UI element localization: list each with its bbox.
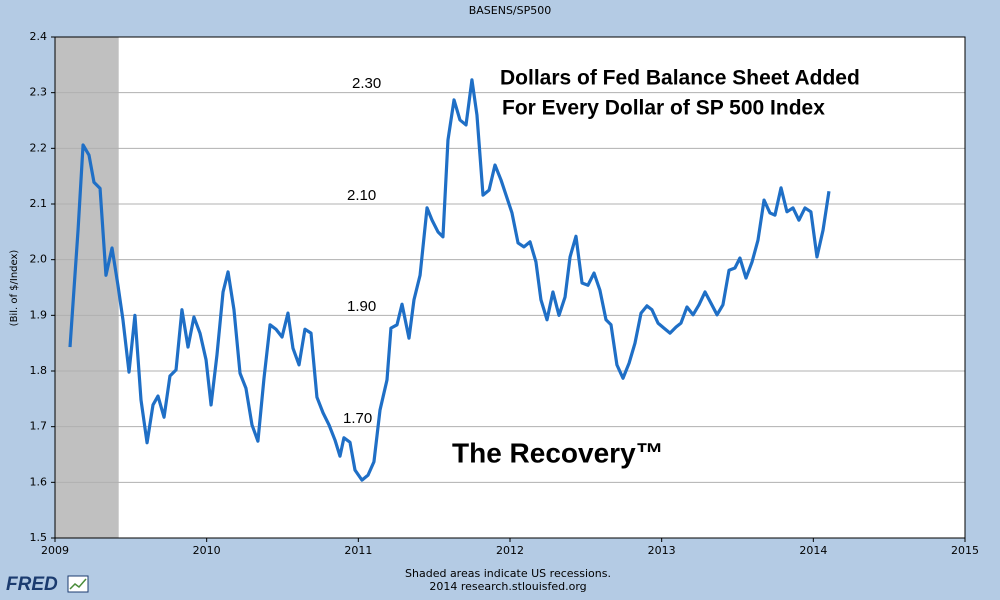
y-tick-label: 2.0 <box>30 253 48 266</box>
x-tick-label: 2014 <box>799 544 827 557</box>
data-line <box>68 78 831 482</box>
x-tick-label: 2013 <box>648 544 676 557</box>
y-tick-label: 2.3 <box>30 86 48 99</box>
headline: Dollars of Fed Balance Sheet Added <box>500 67 860 90</box>
y-tick-label: 1.8 <box>30 364 48 377</box>
logo-icon-line <box>69 578 87 590</box>
chart-title: BASENS/SP500 <box>469 4 552 17</box>
logo: FRED <box>6 574 58 595</box>
annotation: 2.10 <box>347 187 376 204</box>
x-tick-label: 2012 <box>496 544 524 557</box>
y-tick-label: 2.4 <box>30 30 48 43</box>
headline: For Every Dollar of SP 500 Index <box>502 97 825 120</box>
footer-source: 2014 research.stlouisfed.org <box>429 580 586 593</box>
annotation: 1.90 <box>347 298 376 315</box>
y-tick-label: 1.6 <box>30 475 48 488</box>
x-tick-label: 2010 <box>193 544 221 557</box>
recession-shade <box>55 37 119 538</box>
y-axis-label: (Bil. of $/Index) <box>9 250 20 327</box>
footer-note: Shaded areas indicate US recessions. <box>405 567 611 580</box>
plot-background <box>55 37 965 538</box>
x-tick-label: 2009 <box>41 544 69 557</box>
y-tick-label: 2.1 <box>30 197 48 210</box>
plot-area: 1.5 1.6 1.7 1.8 1.9 2.0 2.1 2.2 2.3 2.4 2009 2010 20… <box>30 30 980 557</box>
annotation: 1.70 <box>343 410 372 427</box>
y-tick-label: 1.7 <box>30 420 48 433</box>
plot-border <box>54 36 966 539</box>
y-tick-label: 1.9 <box>30 308 48 321</box>
x-tick-label: 2011 <box>344 544 372 557</box>
annotation: 2.30 <box>352 75 381 92</box>
caption: The Recovery™ <box>452 437 664 468</box>
annotations: Dollars of Fed Balance Sheet Added For E… <box>343 67 860 469</box>
y-tick-label: 2.2 <box>30 141 48 154</box>
x-tick-label: 2015 <box>951 544 979 557</box>
logo-icon <box>67 575 89 593</box>
y-tick-label: 1.5 <box>30 531 48 544</box>
